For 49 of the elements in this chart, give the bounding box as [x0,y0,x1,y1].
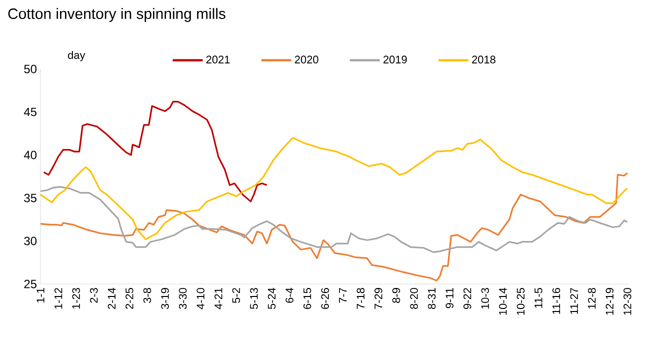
x-tick-label: 11-16 [552,288,560,314]
legend-label: 2018 [472,56,496,64]
x-tick-label: 2-3 [90,288,98,303]
x-tick-label: 7-18 [356,288,365,309]
legend-label: 2021 [206,56,230,64]
legend-label: 2020 [294,56,318,64]
x-tick-label: 12-19 [606,288,614,315]
x-tick-label: 8-20 [410,288,418,309]
x-tick-label: 8-31 [428,288,436,309]
x-tick-label: 1-1 [36,288,44,303]
x-tick-label: 4-21 [214,288,222,310]
x-tick-label: 5-24 [268,288,276,310]
x-tick-label: 1-12 [54,288,62,309]
x-tick-label: 12-8 [588,288,596,309]
x-tick-label: 9-11 [446,288,454,308]
line-series [40,186,628,253]
x-tick-label: 8-9 [392,288,400,303]
y-tick-label: 35 [24,194,36,202]
x-tick-label: 5-13 [250,288,258,310]
line-series [42,100,268,202]
x-tick-label: 1-23 [72,288,80,309]
x-tick-label: 9-22 [463,288,472,309]
y-tick-label: 30 [24,236,37,246]
line-series [40,137,628,240]
x-tick-label: 4-10 [196,288,204,310]
x-tick-label: 12-30 [624,288,632,315]
x-tick-label: 2-25 [126,288,134,309]
x-tick-label: 7-7 [339,288,347,303]
x-tick-label: 10-3 [481,288,489,309]
y-tick-label: 45 [24,108,36,116]
y-tick-label: 50 [24,64,37,74]
x-tick-label: 10-25 [516,288,525,315]
legend-label: 2019 [383,56,407,64]
x-tick-label: 3-8 [143,288,152,303]
y-tick-label: 40 [24,150,37,160]
x-tick-label: 6-15 [303,288,312,309]
x-tick-label: 6-26 [321,288,329,309]
y-tick-label: 25 [24,280,36,288]
x-tick-label: 5-2 [232,288,240,303]
chart-title: Cotton inventory in spinning mills [8,8,226,22]
x-tick-label: 11-5 [534,288,542,308]
x-tick-label: 11-27 [570,288,578,314]
x-tick-label: 10-14 [499,288,507,315]
x-tick-label: 7-29 [374,288,382,309]
x-tick-label: 3-30 [178,288,187,310]
x-tick-label: 3-19 [161,288,169,310]
x-tick-label: 2-14 [108,288,116,309]
y-axis-title: day [68,50,86,62]
x-tick-label: 6-4 [286,288,294,303]
